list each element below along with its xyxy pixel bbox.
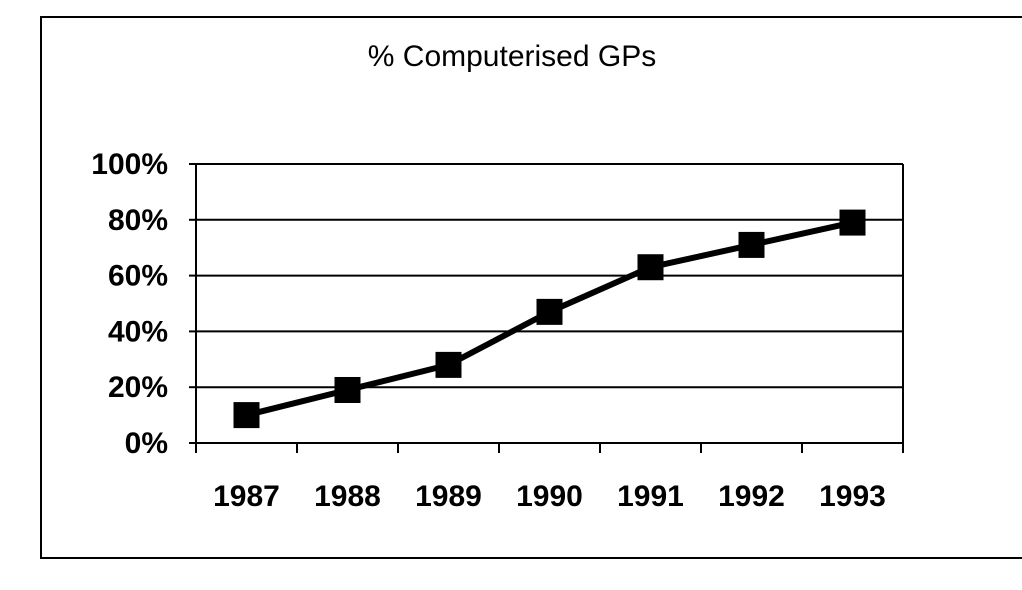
y-axis-labels: 0% 20% 40% 60% 80% 100% bbox=[91, 148, 168, 460]
x-tick-label: 1988 bbox=[314, 480, 381, 513]
chart-frame bbox=[40, 16, 1022, 559]
x-tick-label: 1989 bbox=[415, 480, 482, 513]
x-tick-label: 1987 bbox=[213, 480, 280, 513]
data-point-marker bbox=[738, 231, 765, 258]
axes bbox=[189, 163, 904, 453]
y-tick-label: 20% bbox=[108, 371, 168, 404]
x-tick-label: 1993 bbox=[819, 480, 886, 513]
x-axis-labels: 1987 1988 1989 1990 1991 1992 1993 bbox=[213, 480, 886, 513]
y-tick-label: 0% bbox=[125, 427, 168, 460]
y-tick-label: 80% bbox=[108, 204, 168, 237]
x-tick-label: 1992 bbox=[718, 480, 785, 513]
chart-title: % Computerised GPs bbox=[368, 40, 656, 73]
x-tick-label: 1990 bbox=[516, 480, 583, 513]
data-point-marker bbox=[637, 254, 664, 281]
data-point-marker bbox=[233, 402, 260, 429]
data-point-marker bbox=[435, 351, 462, 378]
y-tick-label: 100% bbox=[91, 148, 168, 181]
y-tick-label: 60% bbox=[108, 260, 168, 293]
grid-lines bbox=[196, 163, 903, 389]
data-point-marker bbox=[536, 298, 563, 325]
data-point-marker bbox=[839, 209, 866, 236]
data-point-marker bbox=[334, 376, 361, 403]
y-tick-label: 40% bbox=[108, 315, 168, 348]
series bbox=[233, 209, 866, 429]
x-tick-label: 1991 bbox=[617, 480, 684, 513]
